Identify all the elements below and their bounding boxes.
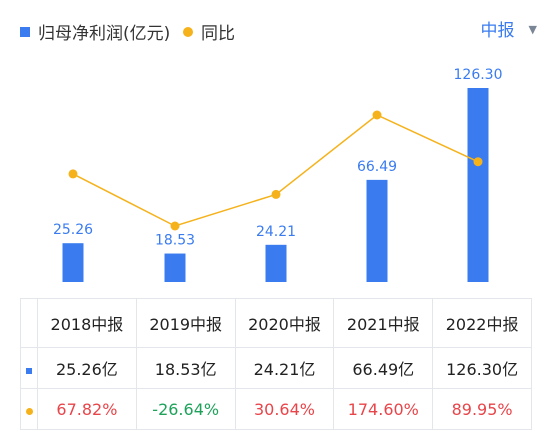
profit-chart: 25.26 18.53 24.21 66.49 126.30 — [53, 67, 503, 282]
yoy-row-marker — [20, 388, 38, 430]
table-corner-cell — [20, 298, 38, 348]
yoy-line — [72, 114, 479, 227]
col-header: 2021中报 — [333, 298, 434, 348]
col-header: 2022中报 — [432, 298, 532, 348]
period-dropdown-label: 中报 — [480, 21, 515, 41]
bar-value-labels: 25.26 18.53 24.21 66.49 126.30 — [53, 67, 503, 249]
yoy-cell: 30.64% — [234, 388, 335, 430]
data-table: 2018中报 2019中报 2020中报 2021中报 2022中报 25.26… — [20, 298, 532, 430]
net-profit-cell: 25.26亿 — [37, 347, 137, 389]
net-profit-row-marker — [20, 347, 38, 389]
yoy-point-2022中报[interactable] — [473, 157, 483, 167]
yoy-cell: 174.60% — [333, 388, 434, 430]
net-profit-cell: 66.49亿 — [333, 347, 434, 389]
line-series-swatch — [183, 26, 193, 37]
yoy-cell: 67.82% — [37, 388, 137, 430]
caret-down-icon: ▼ — [528, 23, 537, 36]
period-dropdown[interactable]: 中报 ▼ — [481, 16, 537, 41]
legend-item-yoy[interactable]: 同比 — [183, 19, 235, 44]
yoy-point-2021中报[interactable] — [372, 110, 382, 120]
square-icon — [26, 367, 32, 374]
table-header-row: 2018中报 2019中报 2020中报 2021中报 2022中报 — [20, 298, 532, 348]
table-row-yoy: 67.82% -26.64% 30.64% 174.60% 89.95% — [20, 388, 532, 430]
bar-2018中报[interactable] — [62, 243, 84, 282]
bar-value-label: 126.30 — [454, 67, 503, 83]
table-row-net-profit: 25.26亿 18.53亿 24.21亿 66.49亿 126.30亿 — [20, 347, 532, 389]
bar-value-label: 18.53 — [155, 233, 195, 249]
bar-2019中报[interactable] — [164, 253, 186, 282]
net-profit-cell: 126.30亿 — [432, 347, 532, 389]
dot-icon — [25, 407, 33, 415]
col-header: 2018中报 — [37, 298, 137, 348]
bar-2020中报[interactable] — [265, 244, 287, 282]
bar-value-label: 66.49 — [357, 159, 397, 175]
net-profit-cell: 18.53亿 — [135, 347, 236, 389]
yoy-point-2018中报[interactable] — [68, 169, 78, 179]
net-profit-cell: 24.21亿 — [234, 347, 335, 389]
yoy-cell: -26.64% — [135, 388, 236, 430]
legend-net-profit-label: 归母净利润(亿元) — [38, 24, 171, 44]
bar-value-label: 25.26 — [53, 222, 93, 238]
chart-legend: 归母净利润(亿元) 同比 中报 ▼ — [0, 0, 553, 60]
yoy-point-2019中报[interactable] — [170, 221, 180, 231]
col-header: 2019中报 — [135, 298, 236, 348]
col-header: 2020中报 — [234, 298, 335, 348]
bar-value-label: 24.21 — [256, 224, 296, 240]
bar-2021中报[interactable] — [366, 179, 388, 282]
yoy-cell: 89.95% — [432, 388, 532, 430]
legend-item-net-profit[interactable]: 归母净利润(亿元) — [20, 19, 170, 44]
yoy-points — [68, 110, 483, 231]
yoy-point-2020中报[interactable] — [271, 189, 281, 199]
bar-2022中报[interactable] — [467, 88, 489, 282]
bar-series — [62, 88, 489, 282]
bar-series-swatch — [20, 26, 30, 37]
legend-yoy-label: 同比 — [201, 24, 235, 44]
